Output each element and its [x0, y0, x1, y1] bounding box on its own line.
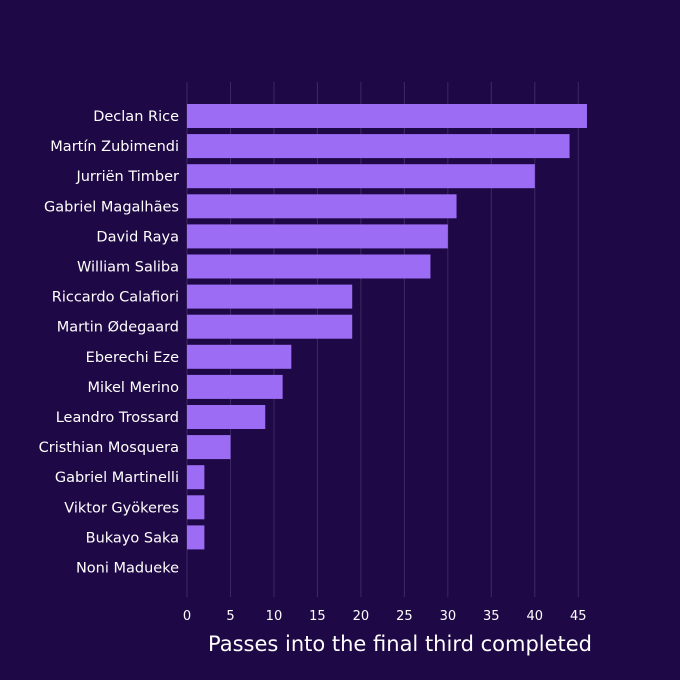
- bar: [187, 405, 266, 429]
- bar: [187, 284, 353, 309]
- category-label: William Saliba: [77, 260, 179, 276]
- x-tick-label: 35: [483, 609, 500, 624]
- bar: [187, 374, 283, 399]
- bar: [187, 465, 205, 490]
- category-labels: Declan Rice Martín Zubimendi Jurriën Timbe…: [39, 109, 179, 577]
- x-tick-label: 20: [353, 609, 370, 624]
- x-tick-label: 40: [527, 609, 544, 624]
- x-tick-label: 30: [440, 609, 457, 624]
- category-label: Riccardo Calafiori: [52, 290, 179, 306]
- category-label: Noni Madueke: [76, 561, 179, 577]
- bar: [187, 314, 353, 339]
- x-tick-label: 5: [226, 609, 234, 624]
- bar: [187, 134, 570, 159]
- category-label: Martin Ødegaard: [57, 320, 179, 336]
- category-label: Leandro Trossard: [56, 410, 179, 426]
- category-label: Bukayo Saka: [86, 530, 179, 546]
- bar: [187, 224, 448, 249]
- category-label: Declan Rice: [93, 109, 179, 125]
- bar: [187, 435, 231, 460]
- category-label: Gabriel Martinelli: [55, 470, 179, 486]
- x-tick-label: 15: [309, 609, 326, 624]
- category-label: Eberechi Eze: [86, 350, 179, 366]
- x-tick-label: 25: [396, 609, 413, 624]
- x-tick-label: 10: [266, 609, 283, 624]
- bar: [187, 104, 587, 128]
- bar: [187, 525, 205, 550]
- bar: [187, 164, 535, 189]
- category-label: Jurriën Timber: [75, 169, 179, 185]
- bar: [187, 254, 431, 279]
- category-label: Cristhian Mosquera: [39, 440, 179, 456]
- x-tick-label: 45: [570, 609, 587, 624]
- category-label: David Raya: [96, 229, 179, 245]
- bar: [187, 495, 205, 520]
- x-tick-label: 0: [183, 609, 191, 624]
- grid-lines: [186, 82, 579, 597]
- category-label: Mikel Merino: [88, 380, 180, 396]
- bars: [187, 104, 587, 550]
- category-label: Viktor Gyökeres: [64, 500, 179, 516]
- category-label: Gabriel Magalhães: [44, 199, 179, 215]
- x-axis-title: Passes into the final third completed: [208, 632, 592, 656]
- category-label: Martín Zubimendi: [50, 139, 179, 155]
- bar: [187, 194, 457, 219]
- x-tick-labels: 0 5 10 15 20 25 30 35 40 45: [183, 609, 587, 624]
- bar: [187, 344, 292, 369]
